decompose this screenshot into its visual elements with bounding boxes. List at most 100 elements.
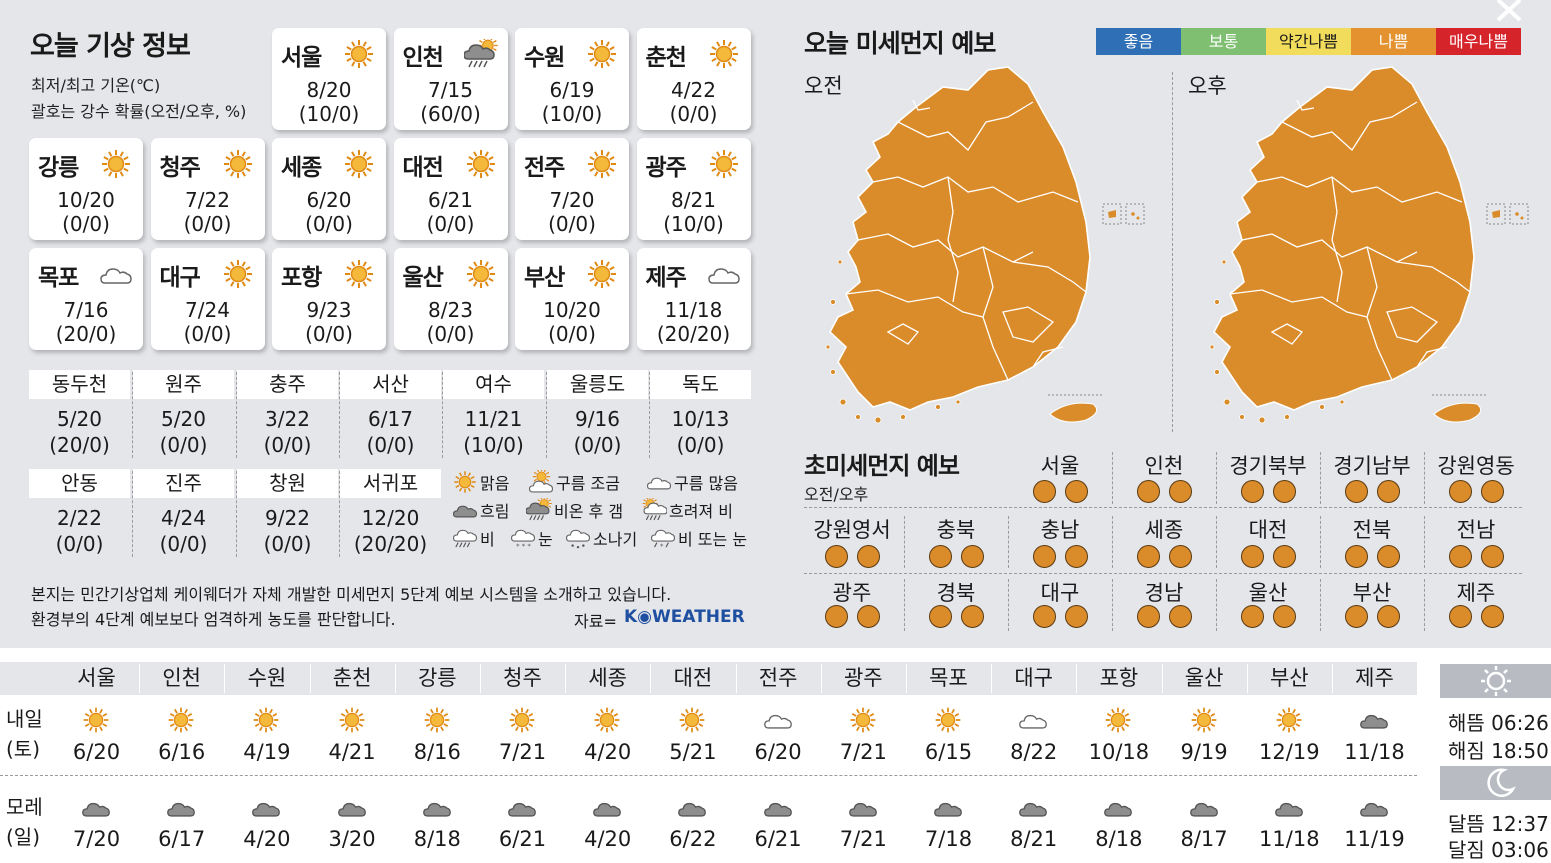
small-city-temp: 3/22 <box>265 407 310 431</box>
ultra-region-name: 강원영동 <box>1437 454 1515 478</box>
cloud-gray-icon <box>1274 794 1304 822</box>
note-line2: 환경부의 4단계 예보보다 엄격하게 농도를 판단합니다. <box>31 610 396 629</box>
sun-icon <box>452 470 478 494</box>
city-precip-prob: (20/20) <box>656 322 731 346</box>
rain-sun-icon <box>462 35 498 69</box>
cloud-outline-icon <box>1018 706 1048 734</box>
svg-text:*: * <box>660 543 664 550</box>
city-name: 청주 <box>159 155 201 181</box>
dust-title: 오늘 미세먼지 예보 <box>804 29 996 58</box>
forecast-city-name: 청주 <box>503 666 542 690</box>
city-card: 세종 6/20 (0/0) <box>272 138 386 240</box>
cloud-gray-icon <box>763 794 793 822</box>
forecast-city-name: 서울 <box>77 666 116 690</box>
small-city-name: 충주 <box>237 370 338 399</box>
city-temp: 6/19 <box>549 78 595 102</box>
cloud-gray-icon <box>452 498 478 522</box>
small-city-name: 동두천 <box>29 370 130 399</box>
forecast-temp: 6/21 <box>498 827 547 851</box>
sun-icon <box>342 149 376 179</box>
forecast-city-name: 전주 <box>758 666 798 690</box>
city-temp: 7/15 <box>428 78 473 102</box>
rain-icon <box>452 526 478 550</box>
dust-scale-item: 보통 <box>1181 28 1266 55</box>
forecast-temp: 4/20 <box>584 827 632 851</box>
subtitle-prob: 괄호는 강수 확률(오전/오후, %) <box>31 102 247 121</box>
forecast-temp: 11/18 <box>1344 740 1405 764</box>
forecast-city-name: 강릉 <box>417 666 457 690</box>
city-temp: 9/23 <box>306 298 352 322</box>
city-name: 서울 <box>281 45 322 71</box>
small-city-name: 안동 <box>29 469 130 498</box>
legend-label: 비 <box>480 530 495 549</box>
forecast-temp: 8/22 <box>1010 740 1058 764</box>
map-pm-label: 오후 <box>1188 74 1227 98</box>
ultra-region-name: 세종 <box>1144 518 1184 542</box>
forecast-city-name: 수원 <box>247 666 287 690</box>
ultra-region-name: 경기남부 <box>1333 454 1411 478</box>
snow-icon: * * * <box>510 526 536 551</box>
source-label: 자료= <box>574 612 617 631</box>
forecast-city-name: 목포 <box>929 666 968 690</box>
pm-dust-dot <box>1481 605 1504 628</box>
city-precip-prob: (0/0) <box>426 322 475 346</box>
city-temp: 8/23 <box>428 298 473 322</box>
cloud-gray-icon <box>166 794 196 822</box>
city-precip-prob: (0/0) <box>62 212 110 236</box>
pm-dust-dot <box>1273 605 1296 628</box>
forecast-city-name: 포항 <box>1099 666 1139 690</box>
sun-icon <box>707 149 741 179</box>
close-icon[interactable] <box>1494 0 1528 22</box>
small-city-name: 서귀포 <box>340 469 441 498</box>
am-dust-dot <box>1241 480 1264 503</box>
forecast-city-name: 대전 <box>673 666 713 690</box>
cloud-outline-icon <box>99 259 133 289</box>
cloud-gray-icon <box>848 794 878 822</box>
city-name: 강릉 <box>38 155 79 181</box>
ultra-region-name: 강원영서 <box>813 518 891 542</box>
am-dust-dot <box>1345 480 1368 503</box>
legend-label: 비온 후 갬 <box>554 502 624 521</box>
city-temp: 7/24 <box>185 298 230 322</box>
moonrise-time: 달뜸 12:37 <box>1448 812 1549 836</box>
city-card: 강릉 10/20 (0/0) <box>29 138 143 240</box>
sunrise-time: 해뜸 06:26 <box>1448 711 1549 735</box>
am-dust-dot <box>929 605 952 628</box>
city-name: 수원 <box>524 45 565 71</box>
legend-label: 맑음 <box>480 474 510 493</box>
am-dust-dot <box>1033 545 1056 568</box>
sun-icon <box>422 706 452 734</box>
legend-item: 비 <box>452 526 495 550</box>
pm-dust-dot <box>1481 480 1504 503</box>
ultra-region-name: 인천 <box>1144 454 1184 478</box>
small-city-temp: 5/20 <box>161 407 206 431</box>
forecast-header-bar <box>0 662 1417 695</box>
forecast-temp: 7/20 <box>72 827 121 851</box>
sun-icon <box>848 706 878 734</box>
city-name: 세종 <box>281 155 322 181</box>
forecast-city-name: 인천 <box>162 666 201 690</box>
forecast-city-name: 제주 <box>1355 666 1394 690</box>
ultra-region-name: 충북 <box>936 518 976 542</box>
sun-icon <box>933 706 963 734</box>
dust-map-am <box>825 66 1145 424</box>
pm-dust-dot <box>1169 605 1192 628</box>
legend-item: 구름 조금 <box>528 468 620 494</box>
city-name: 대구 <box>159 265 201 291</box>
city-card: 광주 8/21 (10/0) <box>636 138 751 240</box>
forecast-temp: 6/22 <box>669 827 717 851</box>
am-dust-dot <box>1345 545 1368 568</box>
city-card: 청주 7/22 (0/0) <box>150 138 265 240</box>
forecast-temp: 8/17 <box>1180 827 1228 851</box>
city-temp: 6/20 <box>306 188 352 212</box>
forecast-city-name: 세종 <box>588 666 627 690</box>
forecast-temp: 5/21 <box>669 740 717 764</box>
sun-icon <box>585 39 619 69</box>
city-precip-prob: (0/0) <box>305 322 353 346</box>
ultra-region-name: 울산 <box>1248 581 1288 605</box>
am-dust-dot <box>1241 605 1264 628</box>
am-dust-dot <box>1449 545 1472 568</box>
sun-icon <box>342 39 376 69</box>
small-city-name: 진주 <box>133 469 234 498</box>
small-city-prob: (0/0) <box>573 433 622 457</box>
